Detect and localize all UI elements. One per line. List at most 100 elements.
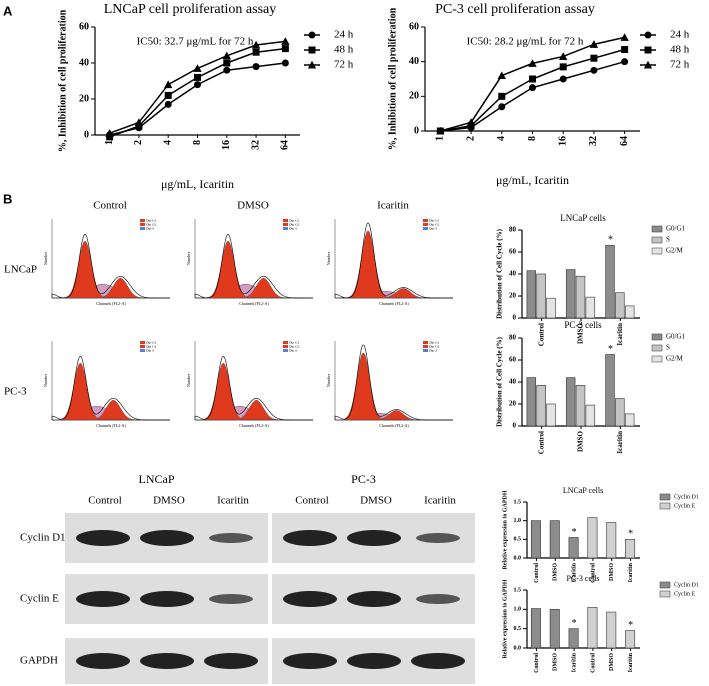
legend-label: G2/M bbox=[666, 247, 684, 255]
y-tick-label: 20 bbox=[509, 292, 517, 300]
y-tick-label: 0.0 bbox=[514, 555, 522, 561]
bar bbox=[587, 517, 598, 559]
bar bbox=[605, 354, 615, 427]
flow-legend-label: Dip G1 bbox=[146, 218, 157, 222]
flow-legend-label: Dip S bbox=[146, 348, 154, 352]
y-tick-label: 60 bbox=[509, 248, 517, 256]
chart-title: LNCaP cells bbox=[560, 213, 606, 223]
y-tick-label: 40 bbox=[509, 378, 517, 386]
marker bbox=[252, 63, 260, 71]
marker bbox=[559, 52, 568, 60]
legend-marker bbox=[643, 60, 653, 69]
y-tick-label: 1.5 bbox=[514, 499, 522, 505]
y-tick-label: 20 bbox=[509, 400, 517, 408]
y-tick-label: 40 bbox=[409, 56, 419, 67]
x-tick-label: 64 bbox=[619, 136, 630, 146]
legend-swatch bbox=[659, 493, 671, 501]
legend-label: 72 h bbox=[334, 59, 354, 71]
x-tick-label: Control bbox=[590, 563, 596, 583]
panel-label: B bbox=[3, 191, 12, 206]
significance-label: * bbox=[608, 235, 613, 246]
legend-marker bbox=[644, 31, 652, 39]
y-tick-label: 1.0 bbox=[514, 607, 522, 613]
legend-marker bbox=[308, 46, 316, 54]
bar bbox=[585, 296, 596, 319]
flow-legend-swatch bbox=[423, 349, 428, 352]
legend-label: Cyclin E bbox=[674, 503, 695, 509]
flow-histogram bbox=[334, 344, 453, 421]
chart-title: LNCaP cells bbox=[563, 486, 603, 495]
bar bbox=[549, 520, 560, 559]
bar bbox=[606, 611, 617, 649]
x-tick-label: DMSO bbox=[553, 653, 559, 671]
flow-y-label: Number bbox=[326, 251, 331, 265]
flow-legend-swatch bbox=[140, 341, 145, 344]
blot-protein-label: Cyclin D1 bbox=[20, 532, 66, 544]
legend-swatch bbox=[659, 590, 671, 598]
x-tick-label: Control bbox=[534, 653, 540, 673]
x-tick-label: Control bbox=[590, 653, 596, 673]
marker bbox=[590, 54, 598, 62]
flow-legend-label: Dip S bbox=[429, 348, 437, 352]
y-tick-label: 20 bbox=[79, 93, 89, 104]
marker bbox=[164, 91, 172, 99]
chart-title: PC-3 cell proliferation assay bbox=[435, 2, 595, 17]
marker bbox=[436, 126, 445, 135]
flow-legend-label: Dip S bbox=[289, 226, 297, 230]
marker bbox=[251, 40, 261, 49]
flow-y-label: Number bbox=[43, 251, 48, 265]
x-tick-label: 2 bbox=[465, 136, 476, 141]
marker bbox=[194, 81, 201, 89]
x-tick-label: Icaritin bbox=[616, 323, 624, 346]
flow-histogram bbox=[51, 355, 170, 421]
flow-legend-swatch bbox=[283, 345, 288, 348]
bar bbox=[565, 269, 576, 319]
flow-legend-swatch bbox=[423, 341, 428, 344]
legend-marker bbox=[308, 31, 316, 39]
marker bbox=[529, 75, 536, 83]
flow-legend-label: Dip G1 bbox=[429, 340, 440, 344]
flow-x-label: Channels (FL2-A) bbox=[379, 423, 409, 428]
bar bbox=[546, 297, 556, 319]
significance-label: * bbox=[572, 527, 577, 538]
blot-lane-label: Control bbox=[88, 495, 122, 507]
x-tick-label: DMSO bbox=[609, 653, 615, 671]
marker bbox=[252, 48, 260, 56]
x-tick-label: 64 bbox=[280, 140, 291, 150]
bar bbox=[624, 413, 635, 427]
y-tick-label: 0 bbox=[414, 125, 419, 136]
marker bbox=[223, 59, 231, 67]
legend-label: Cyclin D1 bbox=[674, 494, 699, 500]
x-tick-label: 4 bbox=[163, 140, 174, 145]
flow-column-label: DMSO bbox=[237, 200, 269, 212]
legend-label: 24 h bbox=[670, 29, 690, 41]
marker bbox=[164, 100, 172, 108]
blot-lane-label: DMSO bbox=[153, 495, 185, 507]
bar bbox=[530, 608, 541, 649]
legend-swatch bbox=[651, 355, 663, 363]
flow-legend-label: Dip G1 bbox=[289, 340, 300, 344]
significance-label: * bbox=[608, 344, 613, 355]
legend-swatch bbox=[659, 581, 671, 589]
y-tick-label: 80 bbox=[509, 334, 517, 342]
marker bbox=[559, 63, 567, 71]
legend-label: 72 h bbox=[670, 59, 690, 71]
y-axis-label: %, Inhibition of cell proliferation bbox=[387, 7, 398, 150]
x-tick-label: Control bbox=[537, 431, 545, 454]
blot-group-label: PC-3 bbox=[351, 472, 376, 486]
y-axis-label: Distribution of Cell Cycle (%) bbox=[496, 228, 504, 318]
flow-legend-swatch bbox=[140, 219, 145, 222]
blot-lane-label: Icaritin bbox=[217, 495, 249, 507]
flow-histogram bbox=[194, 355, 313, 421]
blot-band bbox=[283, 530, 337, 546]
x-tick-label: 8 bbox=[192, 140, 203, 145]
y-tick-label: 1.5 bbox=[514, 587, 522, 593]
flow-y-label: Number bbox=[43, 373, 48, 387]
blot-band bbox=[283, 653, 337, 669]
blot-protein-label: GAPDH bbox=[20, 655, 58, 667]
blot-band bbox=[140, 530, 194, 546]
y-tick-label: 0 bbox=[84, 129, 89, 140]
flow-legend-label: Dip G1 bbox=[429, 218, 440, 222]
blot-band bbox=[416, 594, 460, 604]
